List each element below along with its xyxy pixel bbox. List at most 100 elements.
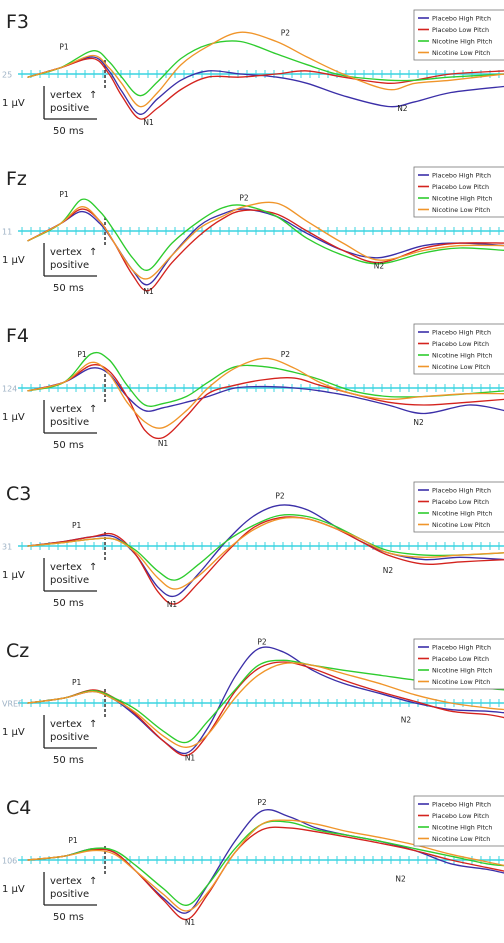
electrode-label: Cz xyxy=(6,640,29,662)
electrode-label: F4 xyxy=(6,325,29,347)
legend-box xyxy=(413,638,504,690)
peak-label-p2: P2 xyxy=(281,350,291,359)
legend: Placebo High Pitch Placebo Low Pitch Nicot… xyxy=(413,481,504,532)
legend: Placebo High Pitch Placebo Low Pitch Nicot… xyxy=(413,9,504,61)
scale-amplitude-label: 1 µV xyxy=(2,727,25,738)
panel-c3: C3 31 P1 N1 P2 N2 1 µV vertex ↑positive 50 ms Plac… xyxy=(2,481,504,609)
scale-amplitude-label: 1 µV xyxy=(2,884,25,895)
legend-label: Nicotine High Pitch xyxy=(432,194,492,202)
polarity-label-vertex: vertex xyxy=(50,876,82,887)
peak-label-p2: P2 xyxy=(257,798,267,807)
polarity-label-vertex: vertex xyxy=(50,404,82,415)
peak-label-n2: N2 xyxy=(413,418,424,427)
legend-label: Nicotine Low Pitch xyxy=(432,520,490,528)
legend-label: Placebo High Pitch xyxy=(432,14,491,22)
legend-label: Placebo High Pitch xyxy=(432,486,491,494)
legend-label: Placebo Low Pitch xyxy=(432,655,489,663)
scale-time-label: 50 ms xyxy=(53,912,84,923)
peak-label-n1: N1 xyxy=(185,753,196,762)
polarity-label-positive: positive xyxy=(50,260,89,271)
electrode-label: C3 xyxy=(6,483,31,505)
waveform-nicotine-low-pitch xyxy=(27,516,504,590)
legend: Placebo High Pitch Placebo Low Pitch Nicot… xyxy=(413,638,504,690)
baseline-label: VREF xyxy=(2,699,23,708)
scale-time-label: 50 ms xyxy=(53,598,84,609)
baseline-label: 124 xyxy=(2,385,17,394)
peak-label-p1: P1 xyxy=(59,190,69,199)
legend-label: Nicotine Low Pitch xyxy=(432,363,490,371)
peak-label-p1: P1 xyxy=(59,42,69,51)
peak-label-p2: P2 xyxy=(257,638,267,647)
peak-label-p1: P1 xyxy=(72,678,82,687)
legend-label: Nicotine High Pitch xyxy=(432,666,492,674)
legend-label: Placebo Low Pitch xyxy=(432,26,489,34)
waveform-nicotine-high-pitch xyxy=(27,820,504,906)
legend-label: Nicotine Low Pitch xyxy=(432,835,490,843)
peak-label-p2: P2 xyxy=(239,194,249,203)
peak-label-n1: N1 xyxy=(167,600,178,609)
waveform-placebo-low-pitch xyxy=(27,57,504,120)
waveform-nicotine-high-pitch xyxy=(27,40,504,97)
scale-time-label: 50 ms xyxy=(53,755,84,766)
waveform-nicotine-low-pitch xyxy=(27,201,504,280)
polarity-label-positive: positive xyxy=(50,417,89,428)
scale-bar: 1 µV vertex ↑positive 50 ms xyxy=(2,871,97,923)
legend-label: Nicotine High Pitch xyxy=(432,352,492,360)
scale-bar: 1 µV vertex ↑positive 50 ms xyxy=(2,714,97,766)
scale-amplitude-label: 1 µV xyxy=(2,98,25,109)
legend-label: Placebo High Pitch xyxy=(432,643,491,651)
peak-label-n2: N2 xyxy=(374,262,385,271)
polarity-label-positive: positive xyxy=(50,103,89,114)
peak-label-n2: N2 xyxy=(395,875,406,884)
scale-bar: 1 µV vertex ↑positive 50 ms xyxy=(2,400,97,451)
polarity-label-positive: positive xyxy=(50,575,89,586)
baseline-label: 25 xyxy=(2,70,12,79)
scale-amplitude-label: 1 µV xyxy=(2,255,25,266)
waveform-nicotine-low-pitch xyxy=(27,31,504,108)
peak-label-n2: N2 xyxy=(397,104,408,113)
legend-box xyxy=(413,9,504,61)
legend-label: Nicotine Low Pitch xyxy=(432,206,490,214)
scale-bar: 1 µV vertex ↑positive 50 ms xyxy=(2,85,97,137)
polarity-label-positive: positive xyxy=(50,889,89,900)
electrode-label: F3 xyxy=(6,11,29,33)
scale-time-label: 50 ms xyxy=(53,283,84,294)
peak-label-p2: P2 xyxy=(275,491,285,500)
peak-label-p1: P1 xyxy=(77,350,87,359)
peak-label-n1: N1 xyxy=(185,918,196,927)
legend-box xyxy=(413,166,504,218)
scale-bar: 1 µV vertex ↑positive 50 ms xyxy=(2,557,97,609)
peak-label-n2: N2 xyxy=(401,715,412,724)
legend-label: Placebo High Pitch xyxy=(432,800,491,808)
polarity-label-vertex: vertex xyxy=(50,719,82,730)
legend-box xyxy=(413,795,504,847)
waveform-placebo-high-pitch xyxy=(27,367,504,415)
scale-amplitude-label: 1 µV xyxy=(2,570,25,581)
legend-label: Placebo Low Pitch xyxy=(432,497,489,505)
polarity-arrow: ↑ xyxy=(89,90,97,101)
peak-label-p2: P2 xyxy=(281,28,291,37)
panel-cz: Cz VREF P1 N1 P2 N2 1 µV vertex ↑positive 50 ms Pl… xyxy=(2,638,504,766)
peak-label-p1: P1 xyxy=(68,836,78,845)
polarity-arrow: ↑ xyxy=(89,719,97,730)
peak-label-n2: N2 xyxy=(383,566,394,575)
polarity-label-vertex: vertex xyxy=(50,247,82,258)
waveform-nicotine-low-pitch xyxy=(27,662,504,748)
legend-label: Placebo High Pitch xyxy=(432,171,491,179)
panel-fz: Fz 11 P1 N1 P2 N2 1 µV vertex ↑positive 50 ms Plac… xyxy=(2,166,504,296)
legend-label: Nicotine High Pitch xyxy=(432,509,492,517)
panel-f4: F4 124 P1 N1 P2 N2 1 µV vertex ↑positive 50 ms Pla… xyxy=(2,323,504,451)
waveform-nicotine-high-pitch xyxy=(27,352,504,408)
scale-time-label: 50 ms xyxy=(53,440,84,451)
polarity-arrow: ↑ xyxy=(89,562,97,573)
electrode-label: Fz xyxy=(6,168,27,190)
legend: Placebo High Pitch Placebo Low Pitch Nicot… xyxy=(413,166,504,218)
waveform-placebo-high-pitch xyxy=(27,56,504,115)
legend-label: Placebo Low Pitch xyxy=(432,340,489,348)
polarity-label-vertex: vertex xyxy=(50,562,82,573)
waveform-placebo-high-pitch xyxy=(27,208,504,286)
scale-time-label: 50 ms xyxy=(53,126,84,137)
legend: Placebo High Pitch Placebo Low Pitch Nicot… xyxy=(413,795,504,847)
polarity-arrow: ↑ xyxy=(89,404,97,415)
